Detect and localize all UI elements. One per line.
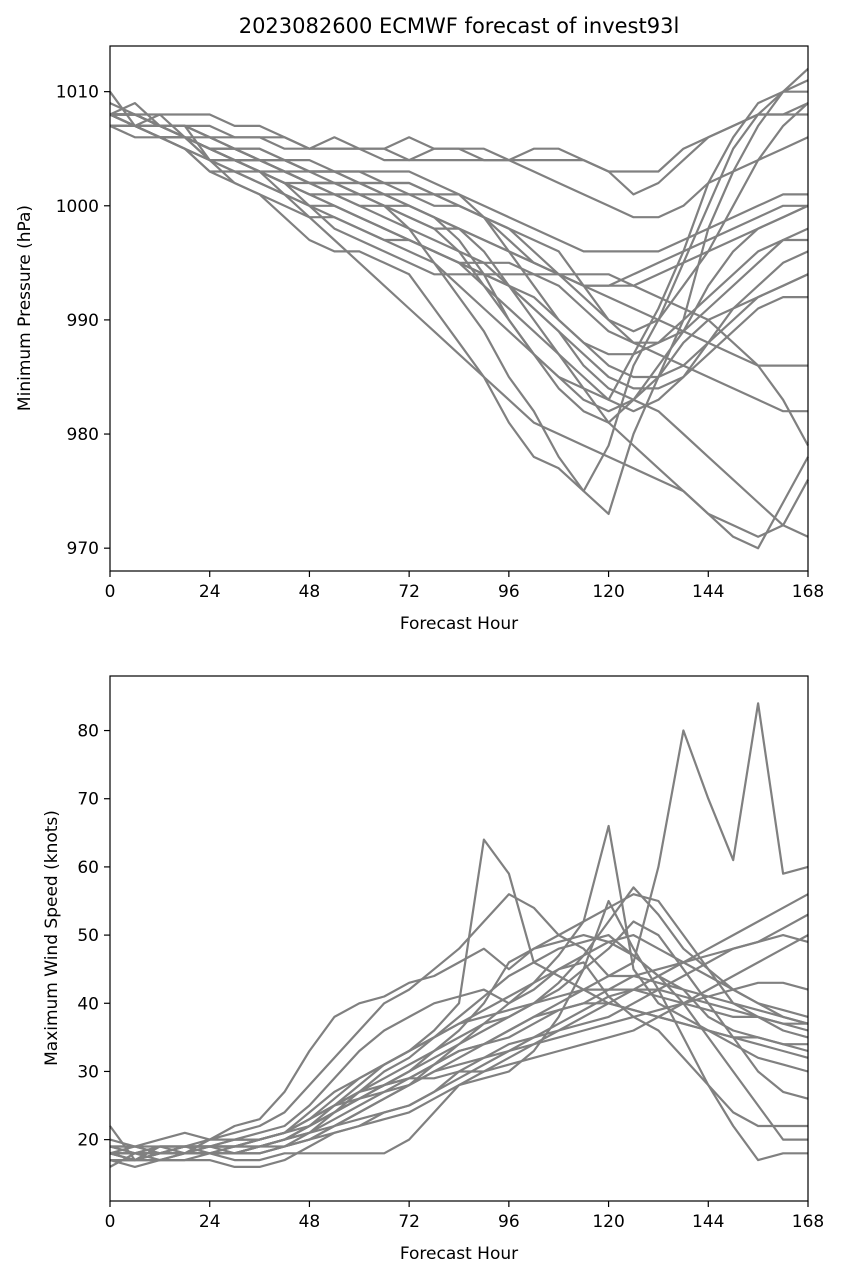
wind-x-tick-label: 48 — [299, 1212, 321, 1232]
wind-series-line-2 — [109, 893, 809, 1155]
wind-y-tick-label: 40 — [77, 994, 99, 1014]
pressure-series-line-20 — [110, 124, 809, 344]
pressure-plot-area — [109, 45, 809, 572]
wind-x-axis-label: Forecast Hour — [400, 1244, 518, 1264]
pressure-x-tick-label: 144 — [692, 582, 724, 602]
wind-panel: 0 24 48 72 96 120 144 168 20 30 40 50 60 70 80 Foreca… — [42, 675, 824, 1264]
pressure-plot-frame — [109, 45, 809, 572]
wind-x-tick-label: 168 — [792, 1212, 824, 1232]
pressure-series-line-23 — [110, 124, 808, 253]
pressure-series-line-13 — [109, 102, 809, 538]
wind-series-line-1 — [109, 702, 809, 1162]
wind-series-line-13 — [110, 933, 808, 1162]
pressure-x-tick-label: 48 — [299, 582, 321, 602]
wind-y-tick-label: 60 — [77, 858, 99, 878]
pressure-x-tick-label: 168 — [792, 582, 824, 602]
pressure-series-line-6 — [110, 113, 808, 196]
pressure-series-line-5 — [110, 102, 809, 173]
wind-x-tick-label: 120 — [592, 1212, 624, 1232]
wind-y-tick-label: 30 — [77, 1062, 99, 1082]
wind-y-tick-label: 50 — [77, 926, 99, 946]
pressure-y-tick-label: 1010 — [56, 83, 99, 103]
wind-y-tick-label: 80 — [77, 722, 99, 742]
pressure-y-tick-label: 970 — [67, 539, 99, 559]
pressure-y-tick-label: 990 — [67, 311, 99, 331]
pressure-x-axis: 0 24 48 72 96 120 144 168 — [105, 571, 824, 602]
pressure-y-tick-label: 1000 — [56, 197, 99, 217]
wind-x-tick-label: 0 — [105, 1212, 116, 1232]
pressure-x-tick-label: 72 — [398, 582, 420, 602]
pressure-x-tick-label: 120 — [592, 582, 624, 602]
wind-series-line-18 — [109, 981, 809, 1162]
pressure-x-tick-label: 0 — [105, 582, 116, 602]
pressure-y-axis: 970 980 990 1000 1010 — [56, 83, 110, 559]
pressure-series-group — [109, 67, 809, 550]
wind-y-axis-label: Maximum Wind Speed (knots) — [42, 810, 62, 1066]
wind-plot-frame — [109, 675, 809, 1202]
wind-x-axis: 0 24 48 72 96 120 144 168 — [105, 1201, 824, 1232]
pressure-series-line-16 — [110, 113, 809, 550]
pressure-x-axis-label: Forecast Hour — [400, 614, 518, 634]
wind-plot-area — [109, 675, 809, 1202]
wind-x-tick-label: 24 — [199, 1212, 221, 1232]
wind-series-line-20 — [110, 893, 809, 1155]
chart-title: 2023082600 ECMWF forecast of invest93l — [239, 14, 680, 38]
wind-series-group — [109, 702, 809, 1169]
wind-y-tick-label: 70 — [77, 790, 99, 810]
pressure-x-tick-label: 24 — [199, 582, 221, 602]
pressure-series-line-7 — [110, 113, 809, 219]
pressure-panel: 2023082600 ECMWF forecast of invest93l 0… — [15, 14, 824, 634]
pressure-series-line-22 — [109, 113, 808, 367]
wind-series-line-3 — [109, 933, 809, 1162]
wind-y-tick-label: 20 — [77, 1131, 99, 1151]
pressure-y-tick-label: 980 — [67, 425, 99, 445]
wind-y-axis: 20 30 40 50 60 70 80 — [77, 722, 110, 1151]
wind-x-tick-label: 144 — [692, 1212, 724, 1232]
pressure-x-tick-label: 96 — [498, 582, 520, 602]
wind-series-line-19 — [110, 1002, 809, 1148]
wind-x-tick-label: 72 — [398, 1212, 420, 1232]
pressure-series-line-2 — [109, 67, 809, 493]
wind-series-line-10 — [109, 824, 809, 1162]
pressure-y-axis-label: Minimum Pressure (hPa) — [15, 205, 35, 411]
wind-x-tick-label: 96 — [498, 1212, 520, 1232]
pressure-series-line-11 — [109, 124, 809, 413]
wind-series-line-7 — [109, 899, 808, 1168]
